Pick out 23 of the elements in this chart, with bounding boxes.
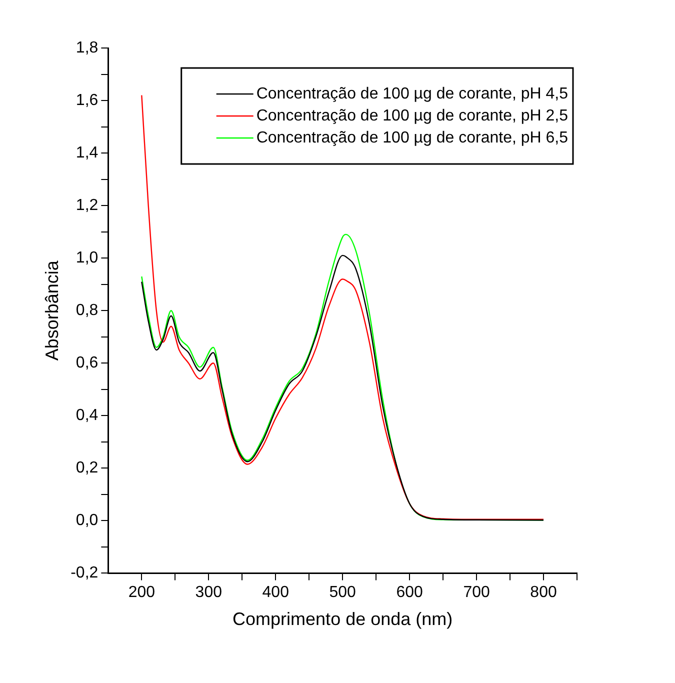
y-axis-title: Absorbância — [42, 260, 62, 361]
y-tick-label: 1,6 — [76, 92, 98, 109]
y-tick-label: 0,4 — [76, 407, 98, 424]
x-tick-label: 500 — [329, 584, 356, 602]
x-axis-title: Comprimento de onda (nm) — [232, 609, 453, 630]
legend-label: Concentração de 100 µg de corante, pH 2,5 — [256, 107, 568, 124]
x-tick-label: 400 — [262, 584, 290, 602]
y-tick-label: 1,2 — [76, 196, 98, 214]
y-tick-label: 1,4 — [76, 144, 98, 162]
x-tick-label: 800 — [530, 584, 557, 602]
legend-label: Concentração de 100 µg de corante, pH 4,5 — [256, 85, 568, 102]
x-tick-label: 300 — [195, 584, 222, 602]
y-tick-label: 1,0 — [76, 249, 98, 266]
y-tick-label: 0,0 — [76, 512, 98, 530]
y-tick-label: 0,2 — [76, 460, 98, 477]
legend-label: Concentração de 100 µg de corante, pH 6,5 — [256, 129, 568, 146]
y-tick-label: 0,8 — [76, 302, 98, 320]
x-tick-label: 200 — [128, 584, 156, 602]
y-tick-label: -0,2 — [70, 564, 98, 582]
x-tick-label: 600 — [396, 584, 424, 602]
x-tick-label: 700 — [463, 584, 490, 602]
y-tick-label: 0,6 — [76, 354, 98, 372]
y-tick-label: 1,8 — [76, 39, 98, 56]
